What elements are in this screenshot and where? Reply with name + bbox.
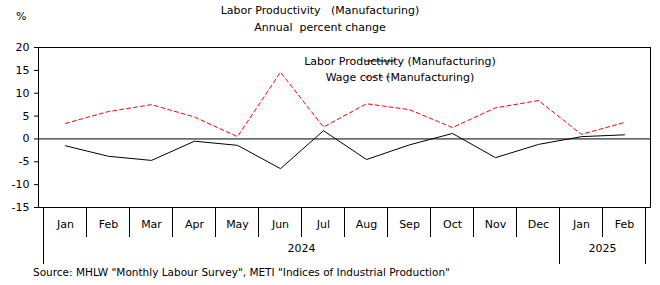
html-text:Labor Productivity (Manufactur: Labor Productivity (Manufacturing)	[220, 4, 420, 17]
svg-text:5: 5	[23, 110, 30, 123]
svg-text:2025: 2025	[589, 242, 617, 255]
svg-text:Apr: Apr	[185, 218, 205, 231]
svg-text:15: 15	[16, 64, 30, 77]
svg-text:-5: -5	[19, 155, 30, 168]
svg-text:Feb: Feb	[615, 218, 634, 231]
svg-text:Mar: Mar	[141, 218, 162, 231]
svg-text:Jul: Jul	[316, 218, 330, 231]
svg-text:2024: 2024	[288, 242, 316, 255]
svg-text:Jun: Jun	[271, 218, 289, 231]
svg-text:-15: -15	[12, 201, 30, 214]
svg-text:Oct: Oct	[443, 218, 463, 231]
svg-text:Feb: Feb	[99, 218, 118, 231]
svg-text:Jan: Jan	[56, 218, 74, 231]
svg-text:Dec: Dec	[528, 218, 549, 231]
svg-text:Nov: Nov	[485, 218, 507, 231]
svg-text:Labor Productivity (Manufactur: Labor Productivity (Manufacturing)	[304, 55, 496, 68]
svg-text:Sep: Sep	[399, 218, 420, 231]
svg-text:10: 10	[16, 87, 30, 100]
html-text:Source: MHLW "Monthly Labour S: Source: MHLW "Monthly Labour Survey", ME…	[33, 266, 450, 278]
svg-text:0: 0	[23, 132, 30, 145]
svg-text:May: May	[226, 218, 249, 231]
svg-text:Jan: Jan	[572, 218, 590, 231]
svg-text:-10: -10	[12, 178, 30, 191]
svg-text:Wage cost (Manufacturing): Wage cost (Manufacturing)	[326, 71, 475, 84]
html-text:Annual percent change: Annual percent change	[254, 21, 386, 34]
svg-text:20: 20	[16, 41, 30, 54]
svg-text:Aug: Aug	[356, 218, 377, 231]
